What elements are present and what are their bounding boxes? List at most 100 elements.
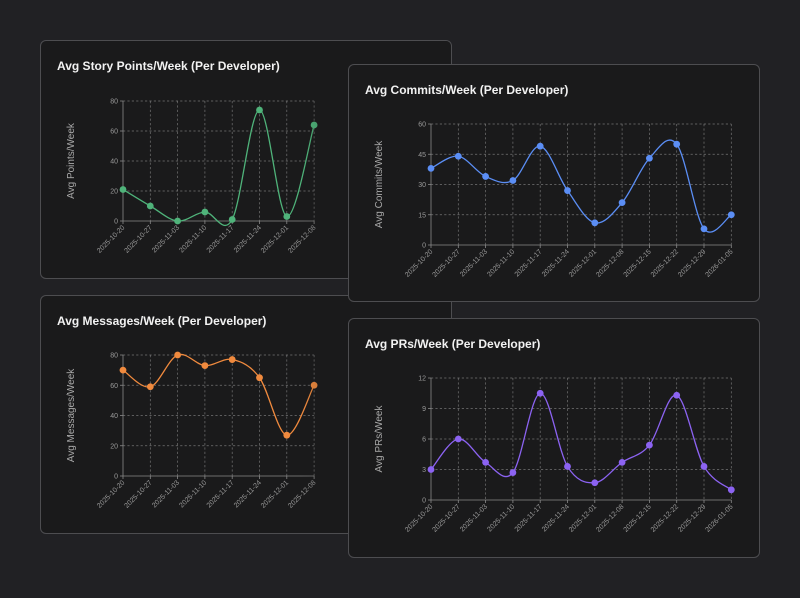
series-line bbox=[430, 139, 732, 233]
data-point[interactable] bbox=[509, 469, 517, 476]
data-point[interactable] bbox=[673, 391, 681, 399]
x-tick-label: 2025-12-22 bbox=[650, 503, 680, 533]
x-tick-label: 2025-12-01 bbox=[568, 503, 598, 533]
data-point[interactable] bbox=[700, 463, 708, 470]
data-point[interactable] bbox=[509, 177, 517, 184]
y-tick-label: 3 bbox=[422, 467, 426, 474]
messages-title: Avg Messages/Week (Per Developer) bbox=[57, 314, 267, 328]
x-tick-label: 2025-12-08 bbox=[595, 248, 625, 278]
x-tick-label: 2025-10-27 bbox=[123, 479, 153, 509]
data-point[interactable] bbox=[536, 142, 544, 150]
data-point[interactable] bbox=[591, 479, 599, 487]
data-point[interactable] bbox=[283, 431, 291, 439]
y-tick-label: 30 bbox=[418, 182, 426, 189]
data-point[interactable] bbox=[119, 186, 127, 193]
x-tick-label: 2025-11-10 bbox=[486, 503, 516, 533]
x-tick-label: 2025-12-29 bbox=[677, 503, 707, 533]
x-tick-label: 2025-11-10 bbox=[178, 479, 208, 509]
data-point[interactable] bbox=[256, 106, 263, 114]
data-point[interactable] bbox=[618, 458, 626, 466]
data-point[interactable] bbox=[310, 121, 318, 129]
y-tick-label: 0 bbox=[114, 219, 118, 226]
x-tick-label: 2025-11-17 bbox=[514, 503, 544, 533]
data-point[interactable] bbox=[201, 208, 209, 216]
y-tick-label: 12 bbox=[418, 376, 426, 383]
y-tick-label: 0 bbox=[422, 498, 426, 505]
x-tick-label: 2025-10-27 bbox=[431, 503, 461, 533]
data-point[interactable] bbox=[727, 486, 735, 494]
data-point[interactable] bbox=[646, 441, 653, 449]
data-point[interactable] bbox=[700, 225, 708, 233]
prs-chart: 0369122025-10-202025-10-272025-11-032025… bbox=[374, 376, 735, 534]
x-tick-label: 2026-01-05 bbox=[704, 248, 734, 278]
data-point[interactable] bbox=[564, 463, 571, 470]
data-point[interactable] bbox=[201, 362, 209, 369]
x-tick-label: 2025-11-17 bbox=[514, 248, 544, 278]
x-tick-label: 2025-10-20 bbox=[96, 224, 126, 254]
y-tick-label: 9 bbox=[422, 406, 426, 413]
y-tick-label: 40 bbox=[110, 413, 118, 420]
data-point[interactable] bbox=[646, 154, 653, 162]
series-line bbox=[122, 353, 315, 436]
x-tick-label: 2025-12-08 bbox=[595, 503, 625, 533]
data-point[interactable] bbox=[482, 173, 489, 180]
y-axis-title: Avg Commits/Week bbox=[374, 140, 385, 228]
story-points-chart: 0204060802025-10-202025-10-272025-11-032… bbox=[66, 99, 318, 255]
y-axis-title: Avg Messages/Week bbox=[66, 368, 77, 463]
data-point[interactable] bbox=[727, 211, 735, 219]
x-tick-label: 2025-10-20 bbox=[404, 503, 434, 533]
data-point[interactable] bbox=[174, 217, 182, 225]
data-point[interactable] bbox=[146, 383, 154, 391]
x-tick-label: 2025-11-24 bbox=[541, 503, 571, 533]
commits-card: Avg Commits/Week (Per Developer) 0 15 30 45… bbox=[348, 64, 760, 302]
data-point[interactable] bbox=[283, 213, 291, 220]
x-tick-label: 2025-11-03 bbox=[459, 503, 489, 533]
x-tick-label: 2025-10-20 bbox=[404, 248, 434, 278]
x-tick-label: 2025-11-10 bbox=[486, 248, 516, 278]
data-point[interactable] bbox=[454, 152, 462, 160]
x-tick-label: 2025-11-03 bbox=[151, 479, 181, 509]
data-point[interactable] bbox=[482, 458, 489, 466]
data-point[interactable] bbox=[119, 366, 127, 374]
y-tick-label: 80 bbox=[110, 99, 118, 106]
y-tick-label: 0 bbox=[422, 243, 426, 250]
x-tick-label: 2025-11-03 bbox=[459, 248, 489, 278]
x-tick-label: 2025-12-08 bbox=[287, 479, 317, 509]
data-point[interactable] bbox=[174, 351, 182, 359]
y-axis-title: Avg PRs/Week bbox=[374, 405, 385, 473]
data-point[interactable] bbox=[310, 381, 318, 389]
x-tick-label: 2025-12-15 bbox=[623, 503, 653, 533]
data-point[interactable] bbox=[536, 389, 544, 397]
y-tick-label: 20 bbox=[110, 443, 118, 450]
grid bbox=[123, 100, 315, 221]
y-tick-label: 20 bbox=[110, 189, 118, 196]
grid bbox=[431, 377, 732, 500]
data-point[interactable] bbox=[427, 466, 435, 473]
x-tick-label: 2025-11-03 bbox=[151, 224, 181, 254]
x-tick-label: 2025-12-01 bbox=[260, 224, 290, 254]
y-axis-title: Avg Points/Week bbox=[66, 122, 77, 199]
y-tick-label: 60 bbox=[110, 383, 118, 390]
data-point[interactable] bbox=[564, 187, 571, 194]
x-tick-label: 2025-11-10 bbox=[178, 224, 208, 254]
data-point[interactable] bbox=[618, 199, 626, 207]
data-point[interactable] bbox=[228, 356, 236, 363]
y-tick-label: 15 bbox=[418, 212, 426, 219]
y-tick-label: 60 bbox=[418, 122, 426, 129]
data-point[interactable] bbox=[673, 140, 681, 148]
x-tick-label: 2025-11-24 bbox=[541, 248, 571, 278]
x-tick-label: 2025-12-08 bbox=[287, 224, 317, 254]
x-tick-label: 2025-12-29 bbox=[677, 248, 707, 278]
data-point[interactable] bbox=[591, 219, 599, 227]
data-point[interactable] bbox=[146, 202, 154, 210]
data-point[interactable] bbox=[454, 435, 462, 443]
data-point[interactable] bbox=[256, 374, 263, 382]
y-tick-label: 80 bbox=[110, 353, 118, 360]
data-point[interactable] bbox=[228, 216, 236, 223]
x-tick-label: 2025-12-15 bbox=[623, 248, 653, 278]
x-tick-label: 2025-11-17 bbox=[206, 224, 236, 254]
data-point[interactable] bbox=[427, 164, 435, 172]
x-tick-label: 2025-10-27 bbox=[431, 248, 461, 278]
story-points-title: Avg Story Points/Week (Per Developer) bbox=[57, 59, 280, 73]
prs-title: Avg PRs/Week (Per Developer) bbox=[365, 337, 541, 351]
